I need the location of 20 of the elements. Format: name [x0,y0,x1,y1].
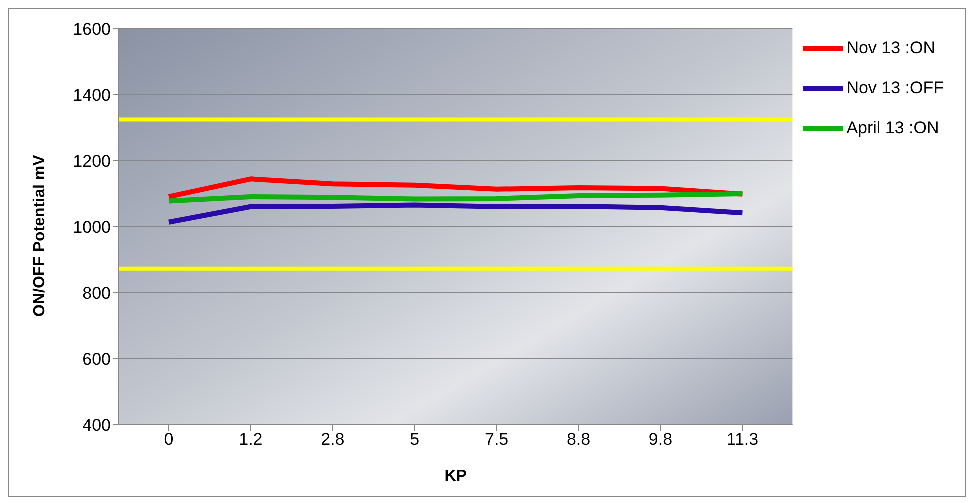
y-axis-title: ON/OFF Potential mV [32,154,49,317]
x-tick-label: 0 [164,430,174,450]
legend-label: Nov 13 :OFF [846,78,944,98]
y-tick-label: 1000 [73,218,111,238]
y-tick-label: 400 [82,416,111,436]
legend-label: April 13 :ON [846,118,940,138]
x-tick-label: 2.8 [321,430,345,450]
y-tick-label: 1600 [73,20,111,40]
y-tick-label: 600 [82,350,111,370]
y-tick-label: 1200 [73,152,111,172]
x-tick-label: 9.8 [648,430,673,450]
x-tick-label: 1.2 [239,430,263,450]
legend-label: Nov 13 :ON [846,38,936,58]
x-tick-label: 11.3 [726,430,759,450]
x-tick-label: 8.8 [566,430,591,450]
x-tick-label: 7.5 [485,430,509,450]
x-axis-title: KP [444,468,468,485]
y-tick-label: 1400 [73,86,111,106]
x-tick-label: 5 [410,430,420,450]
y-tick-label: 800 [82,284,111,304]
